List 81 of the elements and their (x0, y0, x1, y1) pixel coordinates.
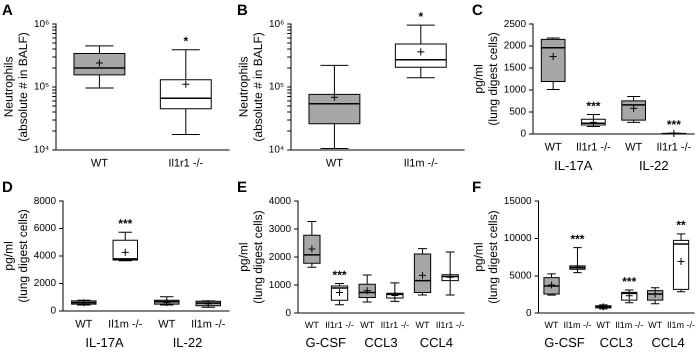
x-tick-label: WT (326, 157, 344, 170)
x-tick-label: Il1m -/- (563, 320, 592, 330)
x-tick-label: Il1r1 -/- (325, 320, 354, 330)
text: ** (676, 218, 686, 232)
x-tick-label: Il1m -/- (191, 318, 226, 330)
y-axis-title: Neutrophils (absolute # in BALF) (236, 32, 265, 142)
text: CCL4 (651, 335, 685, 350)
y-tick-label: 10⁵ (268, 82, 284, 93)
x-tick-label: Il1r1 -/- (380, 320, 410, 330)
text: CCL3 (600, 335, 633, 350)
x-tick-label: Il1r1 -/- (656, 141, 692, 154)
y-tick-label: 5000 (509, 270, 532, 282)
text: CCL4 (420, 335, 453, 350)
y-tick-label: 2500 (504, 18, 526, 30)
text: *** (666, 117, 681, 132)
y-tick-label: 0 (50, 306, 56, 317)
y-tick-label: 1000 (504, 84, 526, 96)
x-tick-label: WT (648, 320, 663, 330)
x-tick-label: WT (90, 157, 108, 170)
text: *** (332, 268, 347, 282)
chart-title: C (472, 2, 483, 20)
x-tick-label: WT (158, 318, 176, 330)
y-tick-label: 2000 (268, 252, 292, 263)
y-tick-label: 15000 (504, 196, 532, 207)
y-tick-label: 8000 (34, 196, 56, 207)
text: IL-17A (554, 158, 593, 174)
y-axis-title: pg/ml (lung digest cells) (472, 210, 500, 304)
y-tick-label: 1000 (268, 280, 292, 291)
x-tick-label: Il1m -/- (108, 318, 143, 330)
x-tick-label: WT (625, 141, 642, 154)
x-tick-label: Il1r1 -/- (168, 157, 204, 170)
y-tick-label: 10000 (504, 233, 532, 244)
x-tick-label: Il1m -/- (667, 320, 696, 330)
chart-title: A (2, 2, 13, 20)
text: *** (118, 216, 132, 231)
y-tick-label: 1500 (504, 62, 526, 74)
x-tick-label: WT (304, 320, 320, 330)
y-tick-label: 500 (509, 106, 526, 118)
x-tick-label: Il1m -/- (615, 320, 644, 330)
y-tick-label: 10⁶ (34, 18, 50, 30)
chart-title: E (237, 179, 248, 196)
y-tick-label: 4000 (34, 250, 56, 262)
chart-title: D (2, 179, 13, 196)
chart-title: F (472, 179, 482, 196)
x-tick-label: WT (544, 320, 560, 330)
y-tick-label: 0 (520, 128, 526, 140)
x-tick-label: Il1r1 -/- (576, 141, 612, 154)
x-tick-label: Il1r1 -/- (436, 320, 464, 330)
chart-title: B (237, 2, 248, 20)
y-tick-label: 0 (526, 308, 532, 319)
x-tick-label: Il1m -/- (404, 157, 438, 170)
y-tick-label: 10⁴ (34, 144, 50, 156)
y-tick-label: 10⁶ (268, 18, 284, 30)
text: *** (570, 232, 584, 246)
x-tick-label: WT (544, 141, 562, 154)
text: IL-17A (85, 335, 124, 350)
y-axis-title: pg/ml (lung digest cells) (2, 209, 30, 303)
text: * (183, 34, 188, 48)
text: *** (586, 98, 600, 113)
x-tick-label: WT (75, 318, 93, 330)
x-tick-label: WT (360, 320, 375, 330)
text: G-CSF (544, 335, 585, 350)
y-tick-label: 6000 (34, 223, 56, 234)
y-tick-label: 0 (285, 308, 292, 319)
x-tick-label: WT (416, 320, 430, 330)
y-axis-title: pg/ml (lung digest cells) (236, 210, 265, 304)
text: * (418, 9, 424, 24)
text: IL-22 (638, 158, 669, 174)
y-tick-label: 2000 (34, 278, 56, 290)
text: *** (622, 274, 636, 288)
y-tick-label: 3000 (268, 224, 292, 235)
y-tick-label: 4000 (268, 196, 292, 207)
y-tick-label: 10⁴ (268, 144, 284, 156)
text: CCL3 (364, 335, 398, 350)
text: IL-22 (172, 335, 202, 350)
text: G-CSF (305, 335, 346, 350)
y-axis-title: Neutrophils (absolute # in BALF) (2, 32, 30, 142)
y-axis-title: pg/ml (lung digest cells) (472, 32, 500, 126)
y-tick-label: 10⁵ (34, 82, 50, 93)
y-tick-label: 2000 (504, 40, 526, 52)
x-tick-label: WT (596, 320, 611, 330)
